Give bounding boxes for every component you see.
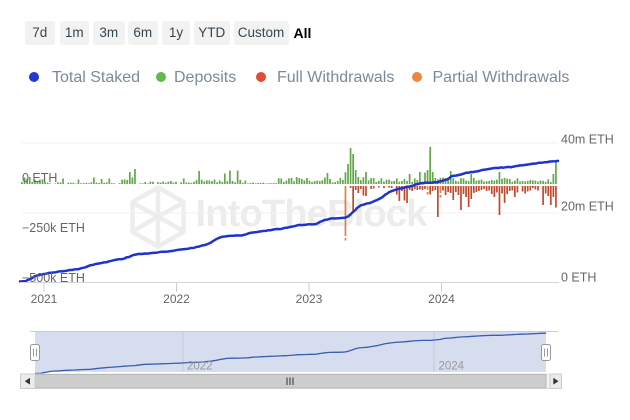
- svg-text:2024: 2024: [428, 292, 455, 306]
- svg-text:2024: 2024: [439, 361, 465, 373]
- svg-text:0 ETH: 0 ETH: [561, 271, 596, 285]
- svg-text:−500k ETH: −500k ETH: [22, 271, 85, 285]
- svg-text:40m ETH: 40m ETH: [561, 133, 614, 147]
- svg-text:2023: 2023: [296, 292, 323, 306]
- svg-text:20m ETH: 20m ETH: [561, 200, 614, 214]
- svg-text:2022: 2022: [163, 292, 190, 306]
- svg-text:IntoTheBlock: IntoTheBlock: [196, 193, 429, 235]
- svg-text:2021: 2021: [31, 292, 58, 306]
- svg-text:0 ETH: 0 ETH: [22, 171, 57, 185]
- svg-text:2022: 2022: [187, 361, 213, 373]
- svg-text:−250k ETH: −250k ETH: [22, 221, 85, 235]
